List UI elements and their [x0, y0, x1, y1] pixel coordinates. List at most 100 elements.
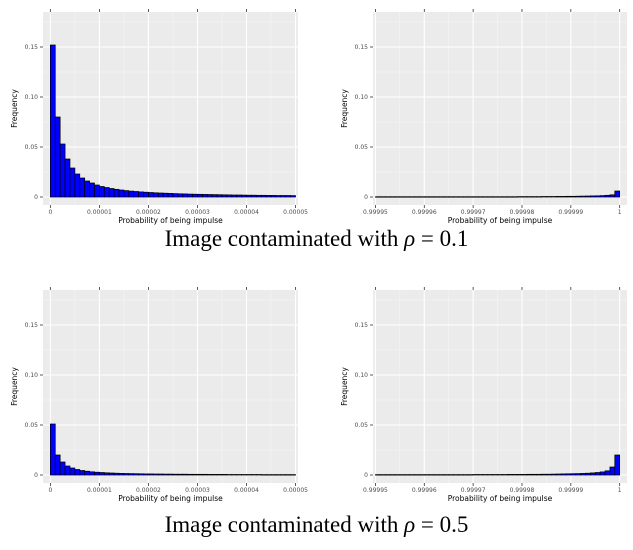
- histogram-bar: [448, 196, 454, 198]
- histogram-bar: [458, 196, 464, 198]
- x-tick-label: 0.00003: [185, 487, 210, 494]
- histogram-bar: [458, 474, 464, 476]
- histogram-bar: [202, 194, 208, 198]
- histogram-bar: [172, 193, 179, 198]
- plot-background: [373, 12, 627, 205]
- histogram-bar: [260, 194, 267, 198]
- histogram-bar: [443, 196, 450, 198]
- caption-bottom-symbol: ρ: [404, 512, 416, 537]
- histogram-bar: [550, 196, 557, 198]
- histogram-bar: [428, 474, 435, 476]
- histogram-bar: [526, 196, 533, 198]
- histogram-bar: [428, 196, 435, 198]
- histogram-bar: [123, 473, 130, 476]
- histogram-bar: [594, 472, 601, 476]
- histogram-bar: [118, 189, 125, 198]
- histogram-bar: [280, 195, 287, 198]
- histogram-bar: [246, 474, 252, 476]
- histogram-bar: [404, 474, 410, 476]
- x-tick-label: 0.00004: [234, 209, 259, 216]
- histogram-bar: [502, 474, 508, 476]
- histogram-bar: [128, 190, 135, 198]
- y-tick-label: 0: [34, 472, 38, 479]
- histogram-bar: [536, 473, 542, 476]
- histogram-bar: [280, 474, 287, 476]
- histogram-bar: [419, 196, 425, 198]
- histogram-bar: [438, 196, 445, 198]
- histogram-bar: [414, 474, 420, 476]
- plot-background: [43, 12, 298, 205]
- histogram-bar: [197, 193, 203, 198]
- x-tick-label: 0.99998: [510, 209, 535, 216]
- histogram-bar: [575, 473, 581, 476]
- histogram-bar: [433, 196, 440, 198]
- histogram-bar: [241, 474, 247, 476]
- histogram-bar: [59, 143, 66, 198]
- histogram-bar: [103, 187, 110, 198]
- x-tick-label: 0.00002: [136, 209, 161, 216]
- histogram-bar: [162, 192, 169, 198]
- histogram-bar: [202, 473, 208, 476]
- x-tick-label: 0.00004: [234, 487, 259, 494]
- caption-top-prefix: Image contaminated with: [164, 226, 405, 251]
- histogram-bar: [138, 191, 144, 198]
- histogram-bar: [187, 473, 193, 476]
- x-tick-label: 0.00002: [136, 487, 161, 494]
- histogram-bar: [599, 471, 606, 476]
- histogram-bar: [157, 192, 164, 198]
- histogram-panel-top-right: 0.99995 0.99996 0.99997 0.99998 0.99999 1 0 0.0…: [340, 9, 627, 225]
- histogram-bar: [69, 467, 76, 476]
- histogram-bar: [265, 474, 272, 476]
- caption-bottom-prefix: Image contaminated with: [164, 512, 405, 537]
- histogram-bar: [575, 195, 581, 198]
- histogram-bar: [384, 196, 391, 198]
- x-tick-label: 0.00001: [87, 487, 112, 494]
- histogram-bar: [541, 473, 547, 476]
- x-tick-label: 0.00005: [283, 487, 308, 494]
- histogram-bar: [59, 461, 66, 476]
- histogram-bar: [560, 196, 567, 198]
- histogram-bar: [472, 196, 479, 198]
- histogram-bar: [492, 474, 498, 476]
- histogram-bar: [570, 473, 577, 476]
- histogram-bar: [399, 196, 406, 198]
- histogram-bar: [270, 474, 277, 476]
- histogram-bar: [133, 473, 139, 476]
- histogram-bar: [231, 194, 238, 198]
- histogram-bar: [211, 474, 218, 476]
- histogram-bar: [192, 473, 198, 476]
- x-tick-label: 0.99997: [461, 209, 486, 216]
- x-tick-label: 0: [48, 487, 52, 494]
- histogram-bar: [502, 196, 508, 198]
- histogram-bar: [138, 473, 144, 476]
- histogram-bar: [433, 474, 440, 476]
- histogram-panel-top-left: 0 0.00001 0.00002 0.00003 0.00004 0.00005 0 0.0…: [10, 9, 308, 225]
- y-tick-label: 0.05: [25, 422, 39, 429]
- histogram-bar: [550, 473, 557, 476]
- histogram-bar: [599, 195, 606, 198]
- histogram-bar: [251, 474, 257, 476]
- histogram-bar: [50, 44, 56, 198]
- x-axis-label: Probability of being impulse: [118, 216, 223, 225]
- histogram-bar: [241, 194, 247, 198]
- x-axis-label: Probability of being impulse: [448, 494, 553, 503]
- histogram-bar: [497, 196, 503, 198]
- x-tick-label: 0.99999: [558, 209, 583, 216]
- y-tick-label: 0.05: [355, 422, 369, 429]
- histogram-bar: [521, 474, 528, 476]
- histogram-bar: [492, 196, 498, 198]
- histogram-bar: [148, 192, 154, 198]
- histogram-bar: [379, 196, 386, 198]
- x-tick-label: 0: [48, 209, 52, 216]
- y-tick-label: 0.15: [25, 44, 39, 51]
- histogram-bar: [246, 194, 252, 198]
- histogram-bar: [521, 196, 528, 198]
- y-tick-label: 0: [34, 194, 38, 201]
- histogram-bar: [79, 177, 86, 198]
- histogram-bar: [236, 474, 242, 476]
- histogram-bar: [409, 474, 415, 476]
- histogram-bar: [379, 474, 386, 476]
- histogram-bar: [511, 196, 518, 198]
- histogram-bar: [590, 195, 596, 198]
- histogram-bar: [275, 195, 282, 198]
